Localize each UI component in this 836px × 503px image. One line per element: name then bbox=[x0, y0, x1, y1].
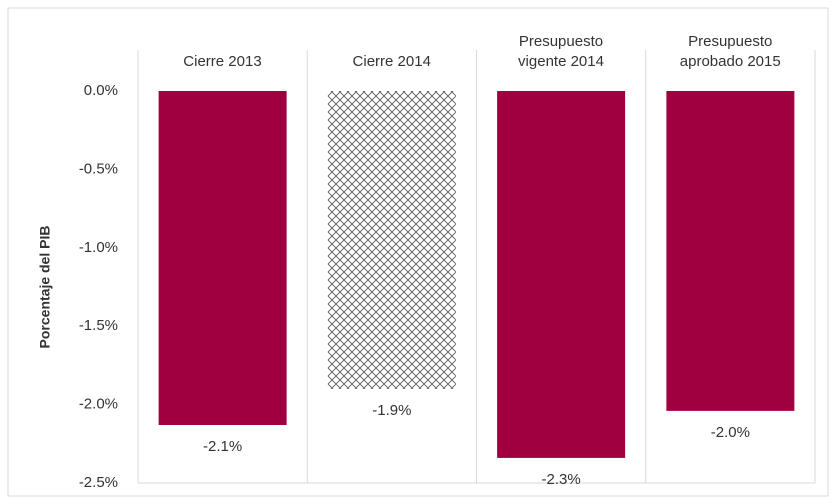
y-tick-label: -1.0% bbox=[79, 239, 118, 256]
category-label: Cierre 2013 bbox=[183, 53, 262, 70]
category-label: Presupuesto vigente 2014 bbox=[518, 33, 604, 70]
bar bbox=[158, 91, 287, 425]
chart-border bbox=[7, 7, 829, 497]
y-tick-label: -2.5% bbox=[79, 474, 118, 491]
bar bbox=[327, 91, 456, 389]
y-tick-label: -2.0% bbox=[79, 396, 118, 413]
data-label: -2.0% bbox=[711, 424, 750, 441]
category-label: Cierre 2014 bbox=[352, 53, 431, 70]
y-axis-title: Porcentaje del PIB bbox=[37, 226, 53, 349]
data-label: -2.3% bbox=[542, 471, 581, 488]
category-label: Presupuesto aprobado 2015 bbox=[679, 33, 781, 70]
bar bbox=[666, 91, 795, 411]
data-label: -1.9% bbox=[372, 402, 411, 419]
y-tick-label: -1.5% bbox=[79, 317, 118, 334]
y-tick-label: -0.5% bbox=[79, 160, 118, 177]
data-label: -2.1% bbox=[203, 438, 242, 455]
y-tick-label: 0.0% bbox=[84, 82, 118, 99]
bar bbox=[497, 91, 626, 458]
